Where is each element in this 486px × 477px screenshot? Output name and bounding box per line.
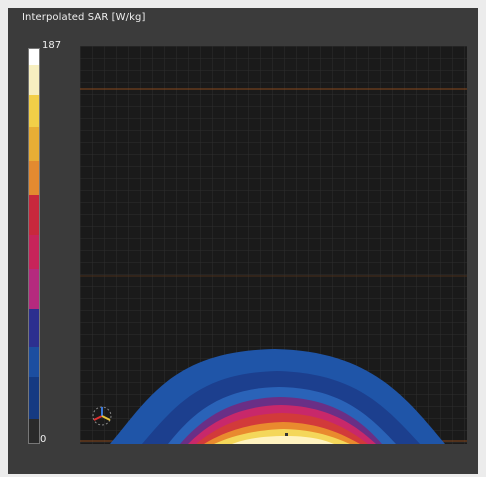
colorbar-segment: [29, 419, 39, 443]
colorbar-segment: [29, 127, 39, 161]
colorbar-segment: [29, 65, 39, 95]
peak-marker: [285, 433, 288, 436]
colorbar-segment: [29, 235, 39, 269]
colorbar-segment: [29, 269, 39, 309]
legend-title: Interpolated SAR [W/kg]: [22, 12, 146, 23]
colorbar-segment: [29, 309, 39, 347]
sar-distribution-svg: [80, 46, 467, 444]
sar-band-peak: [232, 436, 334, 444]
colorbar-segment: [29, 195, 39, 235]
colorbar-segment: [29, 95, 39, 127]
colorbar: [28, 48, 40, 444]
colorbar-segment: [29, 347, 39, 377]
colorbar-min-label: 0: [40, 434, 47, 445]
colorbar-segment: [29, 161, 39, 195]
colorbar-segment: [29, 377, 39, 419]
colorbar-max-label: 187: [42, 40, 62, 51]
sar-plot-area[interactable]: [80, 46, 467, 444]
colorbar-segment: [29, 49, 39, 65]
axes-gizmo-icon[interactable]: [90, 404, 118, 428]
